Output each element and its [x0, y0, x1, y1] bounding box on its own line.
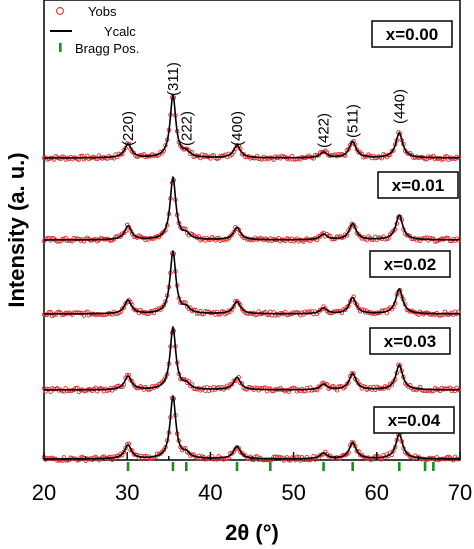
bragg-marker	[432, 462, 435, 471]
hkl-label: (422)	[316, 113, 333, 148]
yobs-point-2	[161, 303, 167, 308]
x-tick-label: 20	[32, 480, 56, 505]
x-tick-label: 50	[281, 480, 305, 505]
yobs-point-4	[236, 446, 241, 451]
yobs-point-3	[266, 386, 271, 391]
ycalc-line-3	[44, 325, 460, 391]
series-label: x=0.02	[384, 255, 436, 274]
bragg-marker	[397, 462, 401, 471]
x-axis-title: 2θ (°)	[225, 520, 279, 545]
bragg-marker	[126, 462, 130, 471]
bragg-marker	[235, 462, 239, 471]
x-tick-label: 30	[115, 480, 139, 505]
series-label: x=0.04	[388, 411, 441, 430]
yobs-point-2	[356, 305, 361, 311]
series-label: x=0.03	[384, 332, 436, 351]
bragg-marker	[269, 462, 272, 471]
legend-bragg-label: Bragg Pos.	[75, 41, 139, 56]
x-tick-label: 70	[448, 480, 472, 505]
series-label: x=0.01	[392, 176, 444, 195]
hkl-label: (440)	[391, 89, 408, 124]
series-label: x=0.00	[386, 25, 438, 44]
bragg-marker	[184, 462, 188, 471]
legend-ycalc-label: Ycalc	[104, 24, 136, 39]
ycalc-line-1	[44, 175, 460, 241]
y-axis-title: Intensity (a. u.)	[4, 152, 29, 307]
legend-yobs-label: Yobs	[88, 4, 117, 19]
yobs-point-3	[45, 386, 50, 392]
hkl-label: (222)	[178, 111, 195, 146]
yobs-point-3	[229, 382, 235, 387]
hkl-label: (220)	[120, 111, 137, 146]
bragg-marker	[171, 462, 175, 471]
bragg-marker	[423, 462, 427, 471]
hkl-label: (511)	[345, 104, 362, 138]
hkl-label: (311)	[165, 62, 182, 96]
x-tick-label: 60	[365, 480, 389, 505]
series-label-box	[377, 171, 459, 199]
hkl-label: (400)	[229, 111, 246, 146]
legend-yobs-marker	[56, 7, 64, 15]
yobs-point-1	[231, 229, 236, 235]
ycalc-line-0	[44, 93, 460, 159]
series-label-box	[371, 20, 453, 48]
series-label-box	[373, 406, 455, 434]
series-label-box	[369, 250, 451, 278]
series-label-box	[369, 327, 451, 355]
ycalc-line-2	[44, 249, 460, 315]
legend-bragg-marker	[59, 43, 62, 52]
bragg-marker	[351, 462, 354, 471]
bragg-marker	[322, 462, 325, 471]
x-tick-label: 40	[198, 480, 222, 505]
